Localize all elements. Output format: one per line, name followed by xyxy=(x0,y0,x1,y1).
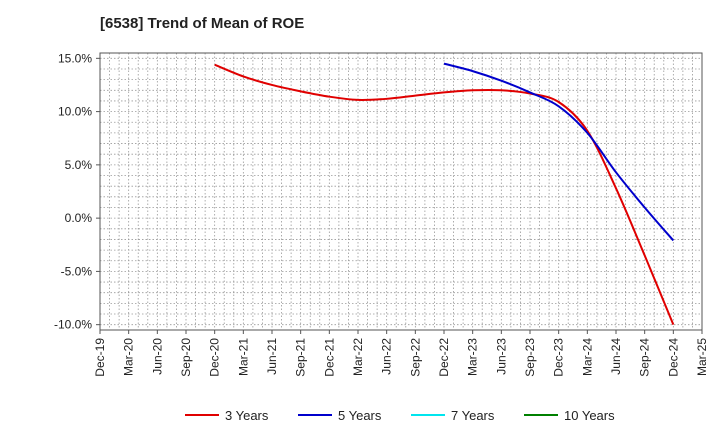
x-tick-label: Mar-21 xyxy=(236,338,250,376)
x-tick-label: Sep-20 xyxy=(179,338,193,377)
legend-label-1: 5 Years xyxy=(338,408,382,423)
series-lines xyxy=(214,62,675,326)
x-tick-label: Mar-25 xyxy=(695,338,709,376)
chart-title: [6538] Trend of Mean of ROE xyxy=(100,15,304,32)
legend-label-2: 7 Years xyxy=(451,408,495,423)
series-line-1 xyxy=(443,62,675,242)
x-tick-label: Jun-23 xyxy=(494,338,508,375)
x-tick-label: Sep-21 xyxy=(294,338,308,377)
series-line-0 xyxy=(214,63,675,326)
x-tick-label: Jun-21 xyxy=(265,338,279,375)
y-tick-label: 0.0% xyxy=(65,211,93,225)
x-tick-label: Dec-24 xyxy=(666,338,680,377)
x-axis: Dec-19 Mar-20 Jun-20 Sep-20 Dec-20 Mar-21 Jun-… xyxy=(93,330,709,377)
x-tick-label: Mar-23 xyxy=(466,338,480,376)
x-tick-label: Dec-22 xyxy=(437,338,451,377)
x-tick-label: Dec-21 xyxy=(322,338,336,377)
legend-label-3: 10 Years xyxy=(564,408,615,423)
x-tick-label: Dec-19 xyxy=(93,338,107,377)
x-tick-label: Mar-24 xyxy=(580,338,594,376)
y-tick-label: 15.0% xyxy=(58,51,92,65)
y-axis: 15.0% 10.0% 5.0% 0.0% -5.0% -10.0% xyxy=(54,51,100,332)
x-tick-label: Dec-20 xyxy=(208,338,222,377)
y-tick-label: 5.0% xyxy=(65,158,93,172)
x-tick-label: Jun-22 xyxy=(380,338,394,375)
x-tick-label: Mar-20 xyxy=(122,338,136,376)
x-tick-label: Sep-22 xyxy=(408,338,422,377)
y-tick-label: 10.0% xyxy=(58,105,92,119)
legend-label-0: 3 Years xyxy=(225,408,269,423)
x-tick-label: Sep-23 xyxy=(523,338,537,377)
x-tick-label: Jun-20 xyxy=(150,338,164,375)
plot-area xyxy=(99,52,703,331)
y-tick-label: -5.0% xyxy=(61,264,93,278)
y-tick-label: -10.0% xyxy=(54,318,92,332)
x-tick-label: Jun-24 xyxy=(609,338,623,375)
x-tick-label: Sep-24 xyxy=(638,338,652,377)
x-tick-label: Dec-23 xyxy=(552,338,566,377)
legend: 3 Years 5 Years 7 Years 10 Years xyxy=(185,408,615,423)
x-tick-label: Mar-22 xyxy=(351,338,365,376)
